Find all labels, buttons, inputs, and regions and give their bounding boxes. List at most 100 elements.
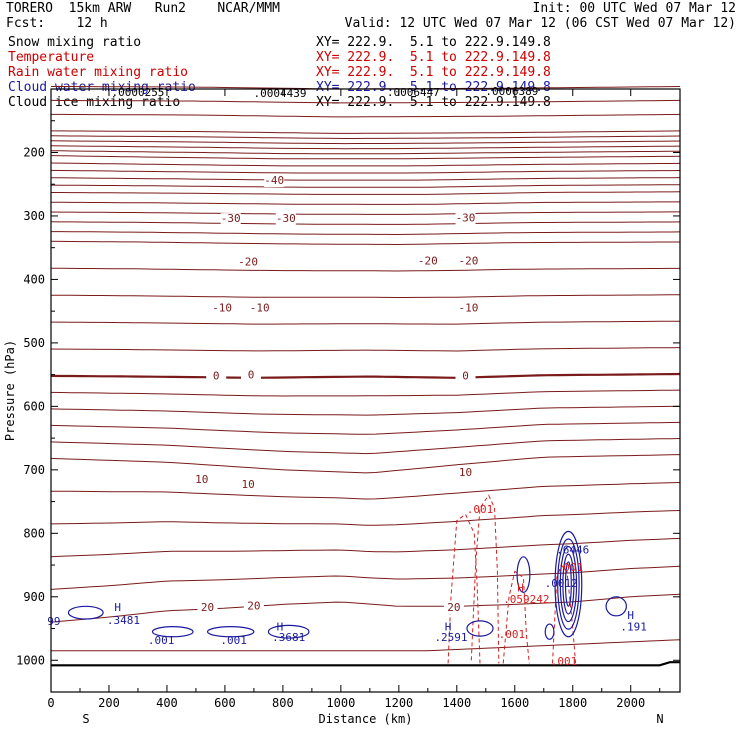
rain-water-label: .001 <box>499 628 526 641</box>
temperature-contour-minor <box>50 150 681 155</box>
header-forecast-hour: Fcst: 12 h <box>6 16 108 31</box>
rain-water-label: .059242 <box>503 593 549 606</box>
x-tick-label: 0 <box>47 696 54 710</box>
cloud-water-label: H <box>277 620 284 633</box>
temperature-contour <box>51 191 681 195</box>
temperature-label-bg <box>206 370 227 383</box>
cloud-water-label: .3481 <box>107 614 140 627</box>
legend-name-temperature: Temperature <box>8 50 95 65</box>
temperature-contour-minor <box>50 405 681 416</box>
cloud-water-contour <box>544 623 555 640</box>
temperature-contour-minor <box>51 639 681 652</box>
temperature-contour-minor <box>50 211 680 215</box>
temperature-contour-minor <box>50 169 681 174</box>
rain-water-label: .001 <box>467 503 494 516</box>
temperature-label-bg <box>275 213 296 226</box>
snow-label: .0004439 <box>253 87 306 100</box>
temperature-contour-minor <box>51 294 680 298</box>
temperature-label-bg <box>455 370 476 383</box>
x-tick-label: 200 <box>98 696 120 710</box>
temperature-contour-minor <box>50 482 681 500</box>
temperature-contour <box>50 593 681 623</box>
temperature-label: 20 <box>247 599 260 612</box>
temperature-label-bg <box>249 302 270 315</box>
x-tick-label: 400 <box>156 696 178 710</box>
x-tick-label: 1400 <box>442 696 471 710</box>
temperature-label: -10 <box>458 302 478 315</box>
temperature-label-bg <box>191 473 212 486</box>
temperature-contour-minor <box>50 177 681 181</box>
cloud-water-label: .0012 <box>545 577 578 590</box>
temperature-contour-minor <box>50 438 681 455</box>
y-tick-label: 900 <box>23 590 45 604</box>
cloud-water-label: .001 <box>220 634 247 647</box>
temperature-contour-minor <box>50 347 681 352</box>
temperature-label-bg <box>212 302 233 315</box>
temperature-contour-minor <box>50 421 681 435</box>
rain-water-label: .001 <box>557 561 584 574</box>
temperature-contour-minor <box>50 510 681 526</box>
y-tick-label: 400 <box>23 272 45 286</box>
temperature-contour-minor <box>51 231 681 236</box>
temperature-label-bg <box>197 602 218 615</box>
temperature-label-bg <box>455 467 476 480</box>
temperature-label-bg <box>417 255 438 268</box>
x-tick-label: 1800 <box>558 696 587 710</box>
temperature-label: -30 <box>456 211 476 224</box>
x-tick-label: 800 <box>272 696 294 710</box>
temperature-label: -10 <box>250 302 270 315</box>
plot-frame <box>50 88 681 693</box>
legend-name-snow: Snow mixing ratio <box>8 35 142 50</box>
temperature-label-bg <box>241 369 262 382</box>
y-tick-label: 1000 <box>16 653 45 667</box>
rain-water-label: .001 <box>551 655 578 668</box>
temperature-label: 10 <box>241 478 254 491</box>
snow-label: .0000255 <box>111 86 164 99</box>
y-tick-label: 800 <box>23 526 45 540</box>
temperature-contour-minor <box>50 267 680 272</box>
temperature-label: -20 <box>418 255 438 268</box>
temperature-label-bg <box>220 213 241 226</box>
cloud-water-contour <box>557 538 580 630</box>
temperature-contour <box>50 240 680 246</box>
temperature-label: 0 <box>462 370 469 383</box>
temperature-label: -20 <box>458 255 478 268</box>
temperature-label-bg <box>243 600 264 613</box>
snow-label: .0006447 <box>387 86 440 99</box>
y-tick-label: 700 <box>23 463 45 477</box>
y-axis-label: Pressure (hPa) <box>3 340 17 441</box>
cloud-water-contour <box>562 553 575 615</box>
legend-xy-temperature: XY= 222.9. 5.1 to 222.9.149.8 <box>316 50 551 65</box>
temperature-contour <box>50 155 681 160</box>
header-init-time: Init: 00 UTC Wed 07 Mar 12 <box>532 1 737 16</box>
temperature-label: -10 <box>212 302 232 315</box>
temperature-label: 10 <box>459 466 472 479</box>
cloud-water-contour <box>605 596 627 617</box>
temperature-label: -20 <box>238 255 258 268</box>
cloud-water-contour <box>559 546 578 623</box>
cloud-water-label: .191 <box>620 620 647 633</box>
temperature-label-bg <box>458 302 479 315</box>
cloud-water-contour <box>554 530 583 638</box>
temperature-label-bg <box>264 175 285 188</box>
rain-water-contour <box>470 494 500 664</box>
cloud-water-label: .6446 <box>556 543 589 556</box>
x-axis-end-north: N <box>656 712 663 726</box>
temperature-contour-minor <box>50 389 681 397</box>
temperature-contour <box>50 372 681 379</box>
cloud-water-contour <box>466 620 494 637</box>
temperature-label-bg <box>458 255 479 268</box>
temperature-label-bg <box>443 602 464 615</box>
cloud-water-contour <box>516 556 531 593</box>
x-tick-label: 1600 <box>500 696 529 710</box>
x-tick-label: 1200 <box>384 696 413 710</box>
legend-name-cloud-ice: Cloud ice mixing ratio <box>8 95 181 110</box>
x-tick-label: 600 <box>214 696 236 710</box>
temperature-contour-minor <box>50 145 681 150</box>
y-tick-label: 500 <box>23 336 45 350</box>
header-valid-time: Valid: 12 UTC Wed 07 Mar 12 (06 CST Wed … <box>344 16 736 31</box>
temperature-contour-minor <box>50 135 681 139</box>
legend-name-rain: Rain water mixing ratio <box>8 65 189 80</box>
temperature-label: 20 <box>447 601 460 614</box>
legend-xy-rain: XY= 222.9. 5.1 to 222.9.149.8 <box>316 65 551 80</box>
